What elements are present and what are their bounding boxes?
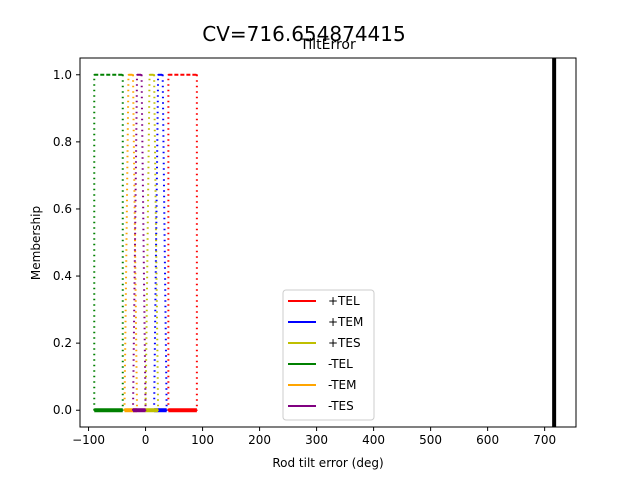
series-rise-line (132, 74, 139, 411)
series-point (136, 73, 138, 76)
legend: +TEL +TEM +TES -TEL -TEM -TES (282, 289, 375, 421)
series-point (167, 73, 170, 76)
x-tick-label: 200 (248, 433, 271, 447)
chart-title: TiltError (299, 37, 356, 53)
plot-frame (79, 57, 577, 428)
series-fall-line (153, 74, 160, 411)
series-+TES (144, 73, 160, 413)
series-point (196, 409, 198, 412)
series-rise-line (123, 74, 130, 411)
legend-label: -TES (328, 399, 354, 413)
series-rise-line (144, 74, 151, 411)
series-point (123, 409, 126, 412)
series-point (132, 73, 134, 76)
y-tick-label: 1.0 (53, 68, 72, 82)
series-point (144, 409, 147, 412)
series-point (157, 73, 159, 76)
y-axis-label: Membership (29, 206, 43, 280)
x-tick-label: 500 (419, 433, 442, 447)
series-fall-line (161, 74, 168, 411)
figure-suptitle: CV=716.654874415 (202, 22, 405, 46)
series-point (161, 73, 164, 76)
y-tick-label: 0.6 (53, 202, 72, 216)
series--TEM (123, 73, 139, 413)
series-point (121, 73, 124, 76)
plot-area (93, 58, 557, 427)
series-point (148, 73, 151, 76)
series-point (93, 409, 96, 412)
x-tick-label: 600 (476, 433, 499, 447)
x-tick-label: 400 (362, 433, 385, 447)
series-point (93, 73, 96, 76)
legend-label: -TEM (328, 378, 357, 392)
x-tick-label: 300 (305, 433, 328, 447)
legend-label: +TEM (328, 315, 363, 329)
series-point (140, 73, 143, 76)
y-tick-label: 0.8 (53, 135, 72, 149)
legend-label: -TEL (328, 357, 353, 371)
series-point (121, 409, 124, 412)
y-tick-label: 0.4 (53, 269, 72, 283)
x-tick-label: 100 (191, 433, 214, 447)
series-point (157, 409, 159, 412)
series-point (153, 73, 155, 76)
series-point (127, 73, 130, 76)
series-point (196, 73, 198, 76)
y-tick-label: 0.0 (53, 403, 72, 417)
series-rise-line (153, 74, 160, 411)
series--TES (132, 73, 147, 413)
series-point (132, 409, 134, 412)
series-point (167, 409, 170, 412)
x-tick-label: −100 (72, 433, 105, 447)
series-fall-line (132, 74, 139, 411)
x-tick-label: 0 (142, 433, 150, 447)
legend-label: +TEL (328, 294, 360, 308)
series--TEL (93, 73, 124, 413)
x-axis-label: Rod tilt error (deg) (272, 456, 383, 470)
series-point (165, 409, 168, 412)
y-tick-label: 0.2 (53, 336, 72, 350)
series-fall-line (140, 74, 147, 411)
legend-label: +TES (328, 336, 361, 350)
x-tick-label: 700 (533, 433, 556, 447)
series-+TEL (167, 73, 198, 413)
